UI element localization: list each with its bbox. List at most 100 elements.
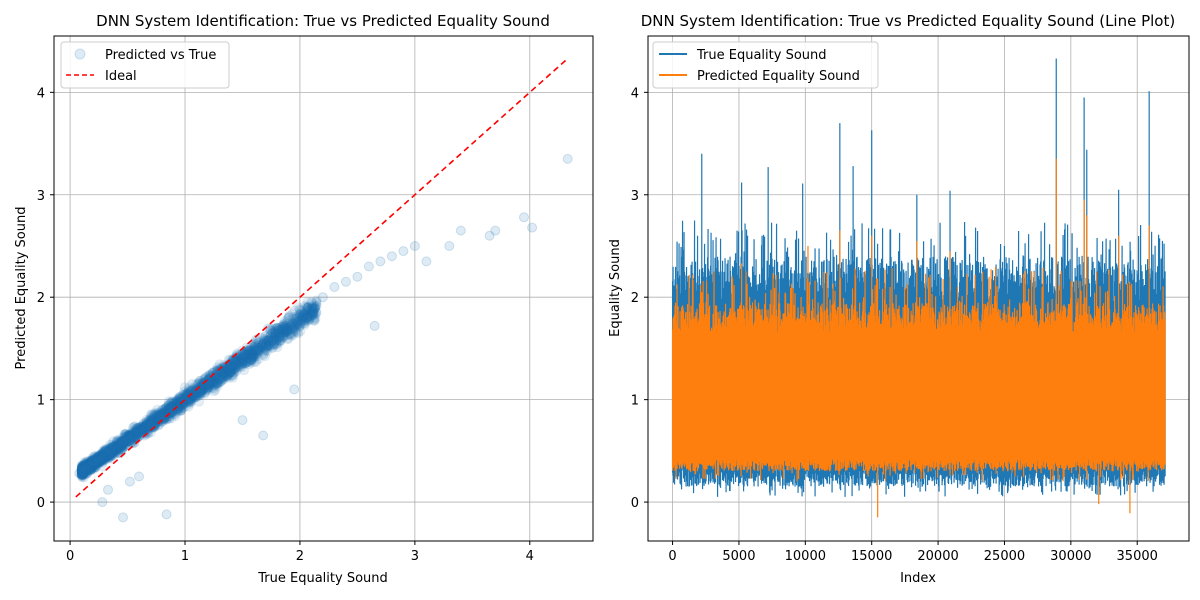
scatter-point [94,450,105,461]
scatter-point [141,416,152,427]
scatter-point [124,429,135,440]
scatter-point [272,328,283,339]
scatter-point [77,469,88,480]
scatter-point [152,412,163,423]
scatter-point [248,348,259,359]
scatter-point [146,422,157,433]
scatter-point [134,429,145,440]
scatter-point [212,372,223,383]
scatter-point [134,471,144,482]
scatter-point [91,457,102,468]
scatter-point [119,437,130,448]
scatter-point [134,426,145,437]
scatter-point [248,345,259,356]
scatter-point [289,325,300,335]
scatter-point [270,325,281,336]
scatter-point [209,386,219,397]
scatter-point [118,436,129,447]
scatter-point [117,444,128,455]
scatter-point [77,465,88,476]
scatter-xtick-label: 2 [296,549,304,564]
scatter-point [246,349,257,360]
scatter-point [77,467,88,478]
scatter-point [88,459,99,470]
scatter-point [267,332,278,343]
scatter-point [112,441,122,452]
scatter-point [277,319,288,330]
scatter-point [304,304,315,315]
scatter-point [282,325,293,336]
scatter-point [198,383,208,394]
scatter-point [152,412,163,423]
scatter-point [119,432,130,443]
scatter-point [78,464,89,474]
scatter-point [259,342,270,353]
scatter-point [223,365,234,375]
line-ytick-label: 3 [631,189,639,204]
scatter-point [292,313,303,324]
scatter-point [209,377,220,388]
scatter-point [352,271,363,282]
scatter-point [106,448,117,459]
scatter-point [152,404,163,415]
scatter-point [102,446,113,457]
scatter-point [308,309,319,320]
scatter-point [307,307,318,318]
scatter-point [277,327,288,338]
scatter-point [89,462,100,473]
scatter-point [247,350,258,361]
scatter-point [249,346,260,357]
scatter-point [95,451,106,461]
scatter-point [77,464,88,475]
scatter-point [128,432,138,443]
scatter-point [190,387,201,398]
scatter-point [258,337,268,348]
scatter-point [280,325,290,336]
scatter-point [195,375,205,386]
legend-predicted-label: Predicted Equality Sound [697,69,860,84]
scatter-point [87,461,98,472]
scatter-point [280,323,291,333]
scatter-point [131,426,142,437]
scatter-point [289,384,300,395]
scatter-point [117,439,127,450]
scatter-point [105,439,116,450]
scatter-point [157,416,168,427]
scatter-point [199,388,210,399]
scatter-point [92,454,103,465]
scatter-point [205,373,215,384]
scatter-point [294,316,305,327]
scatter-point [82,460,93,471]
scatter-point [90,462,101,473]
scatter-point [82,460,93,471]
scatter-point [122,435,133,446]
scatter-point [114,437,124,448]
scatter-point [116,437,127,448]
scatter-point [252,344,263,355]
line-xtick-label: 20000 [917,549,958,564]
scatter-point [293,312,304,323]
scatter-point [158,411,169,422]
scatter-point [122,432,132,443]
scatter-point [205,373,216,384]
scatter-point [264,333,275,343]
scatter-point [102,449,113,460]
scatter-point [289,320,300,331]
scatter-point [83,465,94,476]
scatter-point [111,438,122,449]
scatter-point [145,417,156,428]
scatter-point [115,437,126,448]
scatter-points [74,153,573,523]
scatter-point [194,384,205,394]
scatter-point [340,276,351,287]
scatter-point [139,428,150,439]
scatter-point [89,455,100,466]
scatter-point [309,302,320,313]
scatter-point [147,408,157,419]
scatter-point [277,323,288,334]
scatter-point [247,351,258,362]
scatter-point [77,464,88,475]
scatter-point [149,409,159,420]
scatter-point [193,384,204,394]
scatter-point [233,356,244,367]
